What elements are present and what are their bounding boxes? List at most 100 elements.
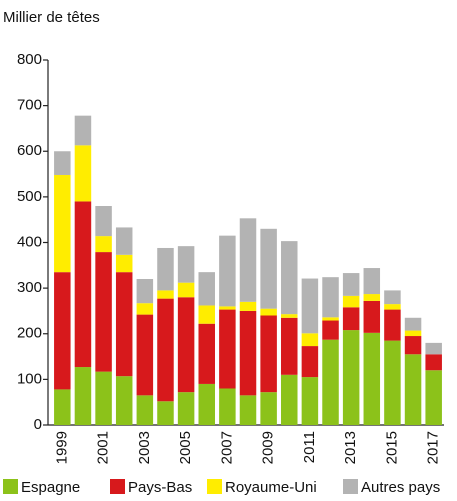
bar-segment <box>281 241 298 315</box>
bar-segment <box>322 320 339 340</box>
x-tick-label: 2009 <box>260 431 277 464</box>
bar-segment <box>363 268 381 295</box>
bar-segment <box>342 273 360 296</box>
bar-segment <box>239 301 257 311</box>
bar-segment <box>219 306 236 310</box>
bar-segment <box>177 297 195 393</box>
bar-segment <box>363 332 381 425</box>
y-tick-label: 800 <box>17 51 42 68</box>
bar-segment <box>136 303 154 315</box>
x-tick-label: 2003 <box>136 431 153 464</box>
x-tick-label: 2017 <box>425 431 442 464</box>
bar-segment <box>54 174 71 273</box>
legend-label: Autres pays <box>361 479 440 496</box>
legend-swatch <box>110 479 125 494</box>
legend-label: Royaume-Uni <box>225 479 317 496</box>
x-tick-label: 2007 <box>218 431 235 464</box>
y-tick-label: 700 <box>17 97 42 114</box>
bar-segment <box>404 354 422 425</box>
bar-segment <box>342 307 360 331</box>
bar-segment <box>384 309 401 341</box>
bar-segment <box>136 279 154 304</box>
bar-segment <box>281 374 298 425</box>
bar-segment <box>95 371 112 425</box>
x-tick-label: 1999 <box>53 431 70 464</box>
bar-segment <box>115 254 133 273</box>
bar-segment <box>260 228 277 309</box>
bar-segment <box>177 282 195 298</box>
x-tick-label: 2005 <box>177 431 194 464</box>
bar-segment <box>115 376 133 425</box>
bar-segment <box>198 305 215 324</box>
bar-segment <box>54 151 71 175</box>
bar-segment <box>95 236 112 253</box>
bar-segment <box>281 314 298 318</box>
bar-segment <box>219 388 236 425</box>
bar-segment <box>54 389 71 425</box>
bar-segment <box>95 252 112 372</box>
bar-segment <box>260 308 277 316</box>
bar-segment <box>219 309 236 389</box>
bar-segment <box>404 330 422 337</box>
bar-segment <box>301 333 319 347</box>
bar-segment <box>404 336 422 355</box>
x-tick-label: 2011 <box>301 431 318 463</box>
bar-segment <box>136 314 154 396</box>
y-tick-label: 600 <box>17 142 42 159</box>
y-tick-label: 400 <box>17 233 42 250</box>
legend-swatch <box>343 479 358 494</box>
bar-segment <box>322 277 339 318</box>
y-axis-title: Millier de têtes <box>3 9 100 26</box>
bar-segment <box>115 272 133 377</box>
y-tick-label: 100 <box>17 370 42 387</box>
bar-segment <box>342 295 360 308</box>
bar-segment <box>260 315 277 393</box>
bar-segment <box>157 298 174 402</box>
bar-segment <box>301 346 319 378</box>
bar-segment <box>74 367 92 425</box>
bar-segment <box>239 395 257 425</box>
x-tick-label: 2001 <box>95 431 112 464</box>
bar-segment <box>425 370 442 425</box>
bar-segment <box>115 227 133 255</box>
bar-segment <box>177 392 195 425</box>
legend-swatch <box>3 479 18 494</box>
bar-segment <box>95 206 112 237</box>
y-tick-label: 500 <box>17 188 42 205</box>
bar-segment <box>177 246 195 283</box>
legend-swatch <box>207 479 222 494</box>
bar-segment <box>322 339 339 425</box>
bar-segment <box>157 290 174 299</box>
bar-segment <box>363 300 381 333</box>
bar-segment <box>219 235 236 307</box>
bar-segment <box>425 354 442 371</box>
x-tick-label: 2015 <box>383 431 400 464</box>
bar-segment <box>157 247 174 291</box>
bar-segment <box>384 340 401 425</box>
bar-segment <box>384 290 401 305</box>
bar-segment <box>198 383 215 425</box>
y-tick-label: 300 <box>17 279 42 296</box>
bar-segment <box>322 317 339 321</box>
bar-segment <box>74 201 92 368</box>
legend-label: Pays-Bas <box>128 479 192 496</box>
bar-segment <box>74 145 92 202</box>
bar-segment <box>198 323 215 384</box>
legend-label: Espagne <box>21 479 80 496</box>
bar-segment <box>136 395 154 425</box>
bar-segment <box>157 401 174 425</box>
x-tick-label: 2013 <box>342 431 359 464</box>
bar-segment <box>425 342 442 355</box>
bar-segment <box>54 272 71 390</box>
bar-segment <box>342 330 360 425</box>
bar-segment <box>281 317 298 375</box>
y-tick-label: 0 <box>34 416 42 433</box>
bar-segment <box>384 304 401 310</box>
y-tick-label: 200 <box>17 325 42 342</box>
bar-segment <box>363 294 381 301</box>
bar-segment <box>301 278 319 334</box>
bar-segment <box>260 392 277 425</box>
bar-segment <box>74 115 92 146</box>
bar-segment <box>404 317 422 331</box>
